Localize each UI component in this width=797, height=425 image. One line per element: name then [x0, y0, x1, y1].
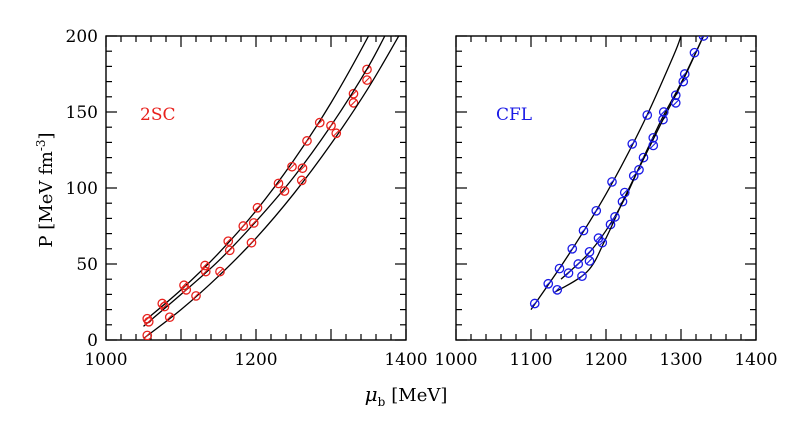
- data-point-2sc: [287, 161, 297, 172]
- y-tick-label: 100: [66, 179, 98, 199]
- data-point-cfl: [543, 278, 554, 289]
- data-point-cfl: [619, 187, 630, 198]
- data-point-cfl: [634, 164, 644, 175]
- y-tick-label: 0: [87, 331, 98, 351]
- data-point-cfl: [698, 36, 709, 41]
- x-tick-label-cfl: 1300: [659, 350, 702, 370]
- data-point-2sc: [273, 178, 284, 189]
- data-point-cfl: [689, 47, 700, 58]
- data-point-2sc: [348, 88, 359, 99]
- fit-curve-2sc-2: [143, 36, 400, 339]
- data-point-2sc: [296, 175, 307, 186]
- data-point-2sc: [181, 284, 192, 295]
- data-point-cfl: [648, 140, 659, 151]
- data-point-2sc: [326, 120, 336, 131]
- x-tick-label-cfl: 1000: [434, 350, 477, 370]
- data-point-2sc: [362, 75, 372, 85]
- x-tick-label-2sc: 1200: [234, 350, 277, 370]
- data-point-2sc: [238, 221, 249, 231]
- data-point-cfl: [591, 205, 602, 216]
- data-point-2sc: [246, 237, 257, 248]
- data-point-2sc: [302, 136, 312, 146]
- panel-label-2sc: 2SC: [140, 105, 175, 125]
- x-tick-label-2sc: 1000: [84, 350, 127, 370]
- fit-curve-2sc-1: [143, 36, 386, 327]
- data-point-cfl: [567, 243, 578, 254]
- data-point-2sc: [215, 266, 225, 277]
- data-point-2sc: [142, 330, 153, 340]
- data-point-2sc: [164, 312, 175, 323]
- plot-frame-cfl: [455, 35, 757, 341]
- data-point-2sc: [297, 163, 308, 174]
- data-point-2sc: [252, 202, 263, 213]
- x-tick-label-cfl: 1100: [509, 350, 552, 370]
- plot-frame-2sc: [105, 35, 407, 341]
- fit-curve-cfl-0: [530, 36, 682, 310]
- data-point-2sc: [200, 266, 211, 277]
- data-point-cfl: [554, 263, 565, 274]
- data-point-cfl: [573, 259, 584, 269]
- y-tick-label: 200: [66, 27, 98, 47]
- x-tick-label-cfl: 1400: [734, 350, 777, 370]
- data-point-2sc: [179, 280, 189, 291]
- data-point-2sc: [348, 98, 359, 108]
- data-point-2sc: [143, 316, 154, 327]
- data-point-2sc: [248, 218, 259, 228]
- data-point-cfl: [627, 139, 638, 149]
- data-point-cfl: [642, 110, 653, 120]
- data-point-cfl: [670, 98, 681, 108]
- x-tick-label-2sc: 1400: [384, 350, 427, 370]
- y-axis-title: P [MeV fm-3]: [34, 132, 57, 247]
- data-point-cfl: [578, 225, 589, 236]
- data-point-2sc: [331, 128, 342, 139]
- fit-curve-cfl-2: [553, 36, 705, 294]
- data-point-cfl: [529, 298, 540, 309]
- data-point-cfl: [607, 177, 617, 187]
- plot-area-cfl: [529, 36, 709, 310]
- data-point-cfl: [678, 76, 689, 87]
- fit-curve-2sc-0: [143, 36, 370, 323]
- data-point-cfl: [577, 271, 587, 282]
- data-point-2sc: [223, 236, 234, 247]
- data-point-2sc: [314, 117, 325, 128]
- data-point-2sc: [200, 260, 210, 271]
- data-point-cfl: [552, 284, 563, 295]
- data-point-cfl: [597, 237, 608, 248]
- y-tick-label: 50: [76, 255, 98, 275]
- x-tick-label-cfl: 1200: [584, 350, 627, 370]
- x-axis-title: μb [MeV]: [365, 382, 448, 409]
- right-panel-cfl: 1000 1100 1200 1300 1400: [434, 35, 778, 370]
- data-point-2sc: [279, 186, 290, 196]
- data-point-cfl: [584, 256, 595, 266]
- data-point-2sc: [159, 301, 170, 312]
- data-point-cfl: [584, 246, 595, 257]
- data-point-cfl: [610, 212, 620, 222]
- data-point-2sc: [224, 245, 235, 256]
- left-panel-2sc: 1000 1200 1400 0 50 100 150 200: [66, 27, 428, 370]
- fit-curve-cfl-1: [560, 36, 705, 280]
- data-point-cfl: [658, 107, 669, 117]
- panel-label-cfl: CFL: [496, 105, 532, 125]
- y-tick-label: 150: [66, 103, 98, 123]
- plot-area-2sc: [142, 36, 400, 340]
- data-point-cfl: [563, 268, 574, 278]
- data-point-2sc: [191, 291, 201, 301]
